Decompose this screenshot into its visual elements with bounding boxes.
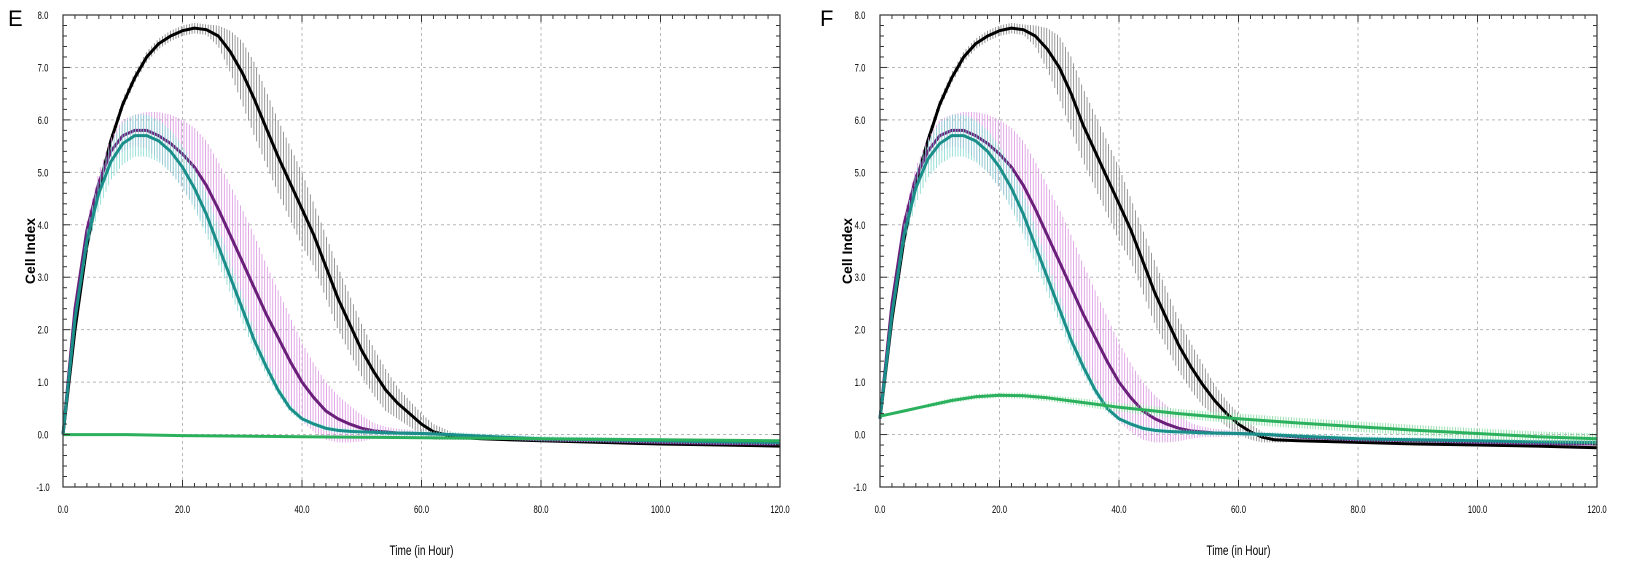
x-tick-label: 100.0 (651, 504, 670, 517)
y-tick-label: 5.0 (38, 167, 49, 180)
panel-letter: E (8, 6, 23, 31)
x-tick-label: 80.0 (534, 504, 549, 517)
y-tick-label: 7.0 (855, 62, 866, 75)
x-tick-label: 60.0 (1231, 504, 1246, 517)
y-axis-label: Cell Index (22, 218, 38, 284)
y-tick-label: 8.0 (38, 10, 49, 23)
y-tick-label: 8.0 (855, 10, 866, 23)
x-tick-label: 20.0 (992, 504, 1007, 517)
panel-letter: F (820, 6, 834, 31)
y-tick-label: 3.0 (855, 272, 866, 285)
x-tick-label: 40.0 (295, 504, 310, 517)
series-line (879, 393, 1598, 441)
x-tick-label: 20.0 (175, 504, 190, 517)
chart-f-svg: 0.0 20.0 40.0 60.0 80.0 100.0 120.0 -1.0 0.0 1.0 2… (839, 10, 1607, 559)
chart-panel-e: E 0.0 20.0 40.0 60.0 80.0 100.0 120.0 -1.0 0.0 1.… (8, 6, 790, 559)
y-tick-label: 4.0 (855, 220, 866, 233)
y-tick-label: 2.0 (38, 324, 49, 337)
x-tick-label: 60.0 (414, 504, 429, 517)
chart-e-svg: 0.0 20.0 40.0 60.0 80.0 100.0 120.0 -1.0 0.0 1.0 2… (22, 10, 790, 559)
series-3 (63, 433, 781, 443)
y-tick-label: 5.0 (855, 167, 866, 180)
y-tick-label: 0.0 (38, 429, 49, 442)
x-axis-label: Time (in Hour) (390, 542, 454, 558)
axis-ticks (879, 14, 1598, 488)
series-0 (878, 22, 1598, 450)
x-tick-label: 80.0 (1351, 504, 1366, 517)
series-line (63, 433, 781, 443)
y-tick-label: -1.0 (36, 482, 49, 495)
grid (880, 15, 1597, 487)
y-tick-label: 6.0 (38, 115, 49, 128)
series-2 (61, 114, 781, 446)
y-axis-label: Cell Index (839, 218, 855, 284)
y-tick-label: 2.0 (855, 324, 866, 337)
x-tick-label: 0.0 (58, 504, 69, 517)
x-tick-label: 100.0 (1468, 504, 1487, 517)
series-line (878, 134, 1598, 444)
y-tick-label: 6.0 (855, 115, 866, 128)
x-tick-label: 0.0 (875, 504, 886, 517)
y-tick-label: 7.0 (38, 62, 49, 75)
x-tick-label: 40.0 (1112, 504, 1127, 517)
series-line (878, 26, 1598, 450)
axis-ticks (62, 14, 781, 488)
x-axis-label: Time (in Hour) (1207, 542, 1271, 558)
chart-panel-f: F 0.0 20.0 40.0 60.0 80.0 100.0 120.0 -1.0 0.0 1.… (817, 0, 1634, 587)
y-tick-label: 4.0 (38, 220, 49, 233)
error-bars (67, 114, 779, 446)
y-tick-label: 0.0 (855, 429, 866, 442)
series-line (61, 134, 781, 444)
x-tick-label: 120.0 (770, 504, 789, 517)
grid (63, 15, 780, 487)
y-tick-label: 3.0 (38, 272, 49, 285)
y-tick-label: 1.0 (38, 377, 49, 390)
series-2 (878, 114, 1598, 446)
y-tick-label: 1.0 (855, 377, 866, 390)
series-3 (879, 392, 1598, 444)
y-tick-label: -1.0 (853, 482, 866, 495)
x-tick-label: 120.0 (1587, 504, 1606, 517)
